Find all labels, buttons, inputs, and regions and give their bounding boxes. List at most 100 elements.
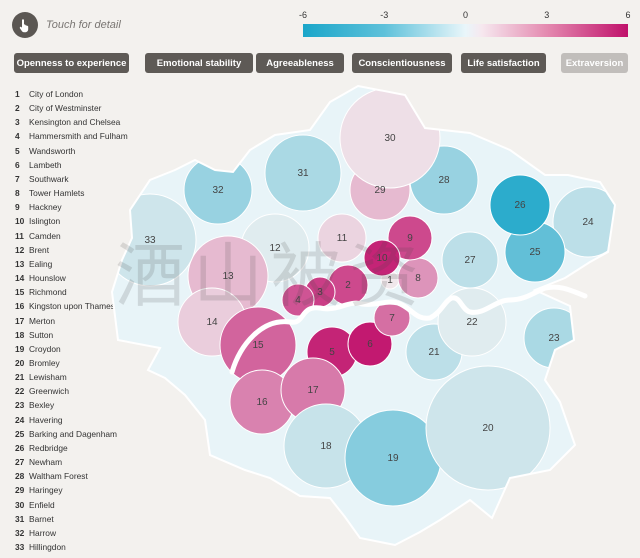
borough-area[interactable]	[317, 213, 367, 263]
borough-number-label: 31	[297, 168, 309, 179]
legend-item[interactable]: 14 Hounslow	[15, 271, 128, 285]
borough-area[interactable]	[552, 186, 623, 258]
legend-number: 25	[15, 428, 25, 439]
legend-name: Bexley	[29, 400, 55, 411]
touch-hint[interactable]: Touch for detail	[12, 12, 121, 38]
legend-name: Greenwich	[29, 386, 70, 397]
legend-number: 26	[15, 442, 25, 453]
legend-item[interactable]: 27 Newham	[15, 455, 128, 469]
legend-name: Barnet	[29, 513, 54, 524]
borough-number-label: 24	[582, 217, 594, 228]
legend-item[interactable]: 20 Bromley	[15, 356, 128, 370]
borough-number-label: 21	[428, 347, 440, 358]
legend-number: 17	[15, 315, 25, 326]
scale-tick-0: -6	[298, 10, 308, 20]
borough-number-label: 7	[389, 313, 395, 324]
borough-number-label: 8	[415, 273, 421, 284]
borough-area[interactable]	[489, 174, 551, 236]
legend-number: 11	[15, 230, 24, 241]
legend-number: 16	[15, 301, 25, 312]
legend-item[interactable]: 23 Bexley	[15, 398, 128, 412]
legend-item[interactable]: 8 Tower Hamlets	[15, 186, 128, 200]
legend-name: City of Westminster	[29, 103, 102, 114]
borough-number-label: 28	[438, 175, 450, 186]
borough-area[interactable]	[363, 239, 401, 277]
borough-number-label: 17	[307, 385, 319, 396]
touch-label: Touch for detail	[46, 19, 121, 31]
legend-item[interactable]: 33 Hillingdon	[15, 540, 128, 554]
legend-item[interactable]: 11 Camden	[15, 229, 128, 243]
legend-item[interactable]: 30 Enfield	[15, 498, 128, 512]
legend-name: Waltham Forest	[29, 471, 88, 482]
legend-number: 23	[15, 400, 25, 411]
borough-number-label: 3	[317, 287, 323, 298]
legend-item[interactable]: 12 Brent	[15, 243, 128, 257]
legend-name: Tower Hamlets	[29, 188, 85, 199]
tab-life-satisfaction[interactable]: Life satisfaction	[461, 53, 546, 73]
legend-item[interactable]: 15 Richmond	[15, 285, 128, 299]
legend-item[interactable]: 22 Greenwich	[15, 384, 128, 398]
legend-name: Wandsworth	[29, 145, 76, 156]
legend-item[interactable]: 13 Ealing	[15, 257, 128, 271]
tab-emotional-stability[interactable]: Emotional stability	[145, 53, 253, 73]
legend-item[interactable]: 7 Southwark	[15, 172, 128, 186]
legend-item[interactable]: 26 Redbridge	[15, 441, 128, 455]
legend-name: Hillingdon	[29, 542, 66, 552]
legend-number: 4	[15, 131, 20, 142]
legend-item[interactable]: 31 Barnet	[15, 512, 128, 526]
legend-name: Hackney	[29, 202, 62, 213]
legend-item[interactable]: 5 Wandsworth	[15, 144, 128, 158]
legend-name: Barking and Dagenham	[29, 428, 117, 439]
legend-item[interactable]: 19 Croydon	[15, 342, 128, 356]
tab-openness[interactable]: Openness to experience	[14, 53, 129, 73]
legend-item[interactable]: 10 Islington	[15, 214, 128, 228]
borough-area[interactable]	[441, 231, 499, 289]
scale-tick-2: 0	[462, 10, 469, 20]
legend-item[interactable]: 21 Lewisham	[15, 370, 128, 384]
tab-extraversion[interactable]: Extraversion	[561, 53, 628, 73]
legend-item[interactable]: 9 Hackney	[15, 200, 128, 214]
legend-item[interactable]: 17 Merton	[15, 314, 128, 328]
legend-item[interactable]: 3 Kensington and Chelsea	[15, 115, 128, 129]
legend-name: Lewisham	[29, 372, 67, 383]
legend-number: 20	[15, 357, 25, 368]
borough-area[interactable]	[264, 134, 342, 212]
legend-name: Hammersmith and Fulham	[29, 131, 128, 142]
legend-number: 28	[15, 471, 25, 482]
legend-number: 2	[15, 103, 20, 114]
legend-number: 30	[15, 499, 25, 510]
legend-item[interactable]: 28 Waltham Forest	[15, 469, 128, 483]
borough-area[interactable]	[387, 215, 433, 261]
legend-name: Bromley	[29, 357, 60, 368]
legend-number: 18	[15, 329, 25, 340]
hand-pointer-icon	[12, 12, 38, 38]
borough-area[interactable]	[347, 321, 393, 367]
watermark-text: 酒山被资	[115, 235, 427, 317]
borough-number-label: 13	[222, 271, 234, 282]
legend-name: Southwark	[29, 173, 69, 184]
legend-item[interactable]: 6 Lambeth	[15, 158, 128, 172]
scale-tick-labels: -6 -3 0 3 6	[299, 10, 631, 22]
legend-item[interactable]: 32 Harrow	[15, 526, 128, 540]
legend-item[interactable]: 29 Haringey	[15, 483, 128, 497]
legend-item[interactable]: 2 City of Westminster	[15, 101, 128, 115]
legend-number: 22	[15, 386, 25, 397]
legend-number: 31	[15, 513, 25, 524]
legend-number: 3	[15, 117, 20, 128]
legend-name: Enfield	[29, 499, 55, 510]
legend-name: Richmond	[29, 287, 67, 298]
legend-number: 24	[15, 414, 25, 425]
legend-item[interactable]: 4 Hammersmith and Fulham	[15, 129, 128, 143]
legend-name: Islington	[29, 216, 61, 227]
legend-item[interactable]: 25 Barking and Dagenham	[15, 427, 128, 441]
legend-item[interactable]: 18 Sutton	[15, 328, 128, 342]
borough-area[interactable]	[281, 283, 315, 317]
borough-legend: 1 City of London 2 City of Westminster 3 Kens…	[15, 87, 128, 554]
tab-conscientiousness[interactable]: Conscientiousness	[352, 53, 452, 73]
legend-item[interactable]: 16 Kingston upon Thames	[15, 299, 128, 313]
borough-area[interactable]	[425, 365, 551, 491]
legend-item[interactable]: 1 City of London	[15, 87, 128, 101]
tab-agreeableness[interactable]: Agreeableness	[256, 53, 344, 73]
borough-number-label: 10	[376, 253, 388, 264]
legend-item[interactable]: 24 Havering	[15, 413, 128, 427]
